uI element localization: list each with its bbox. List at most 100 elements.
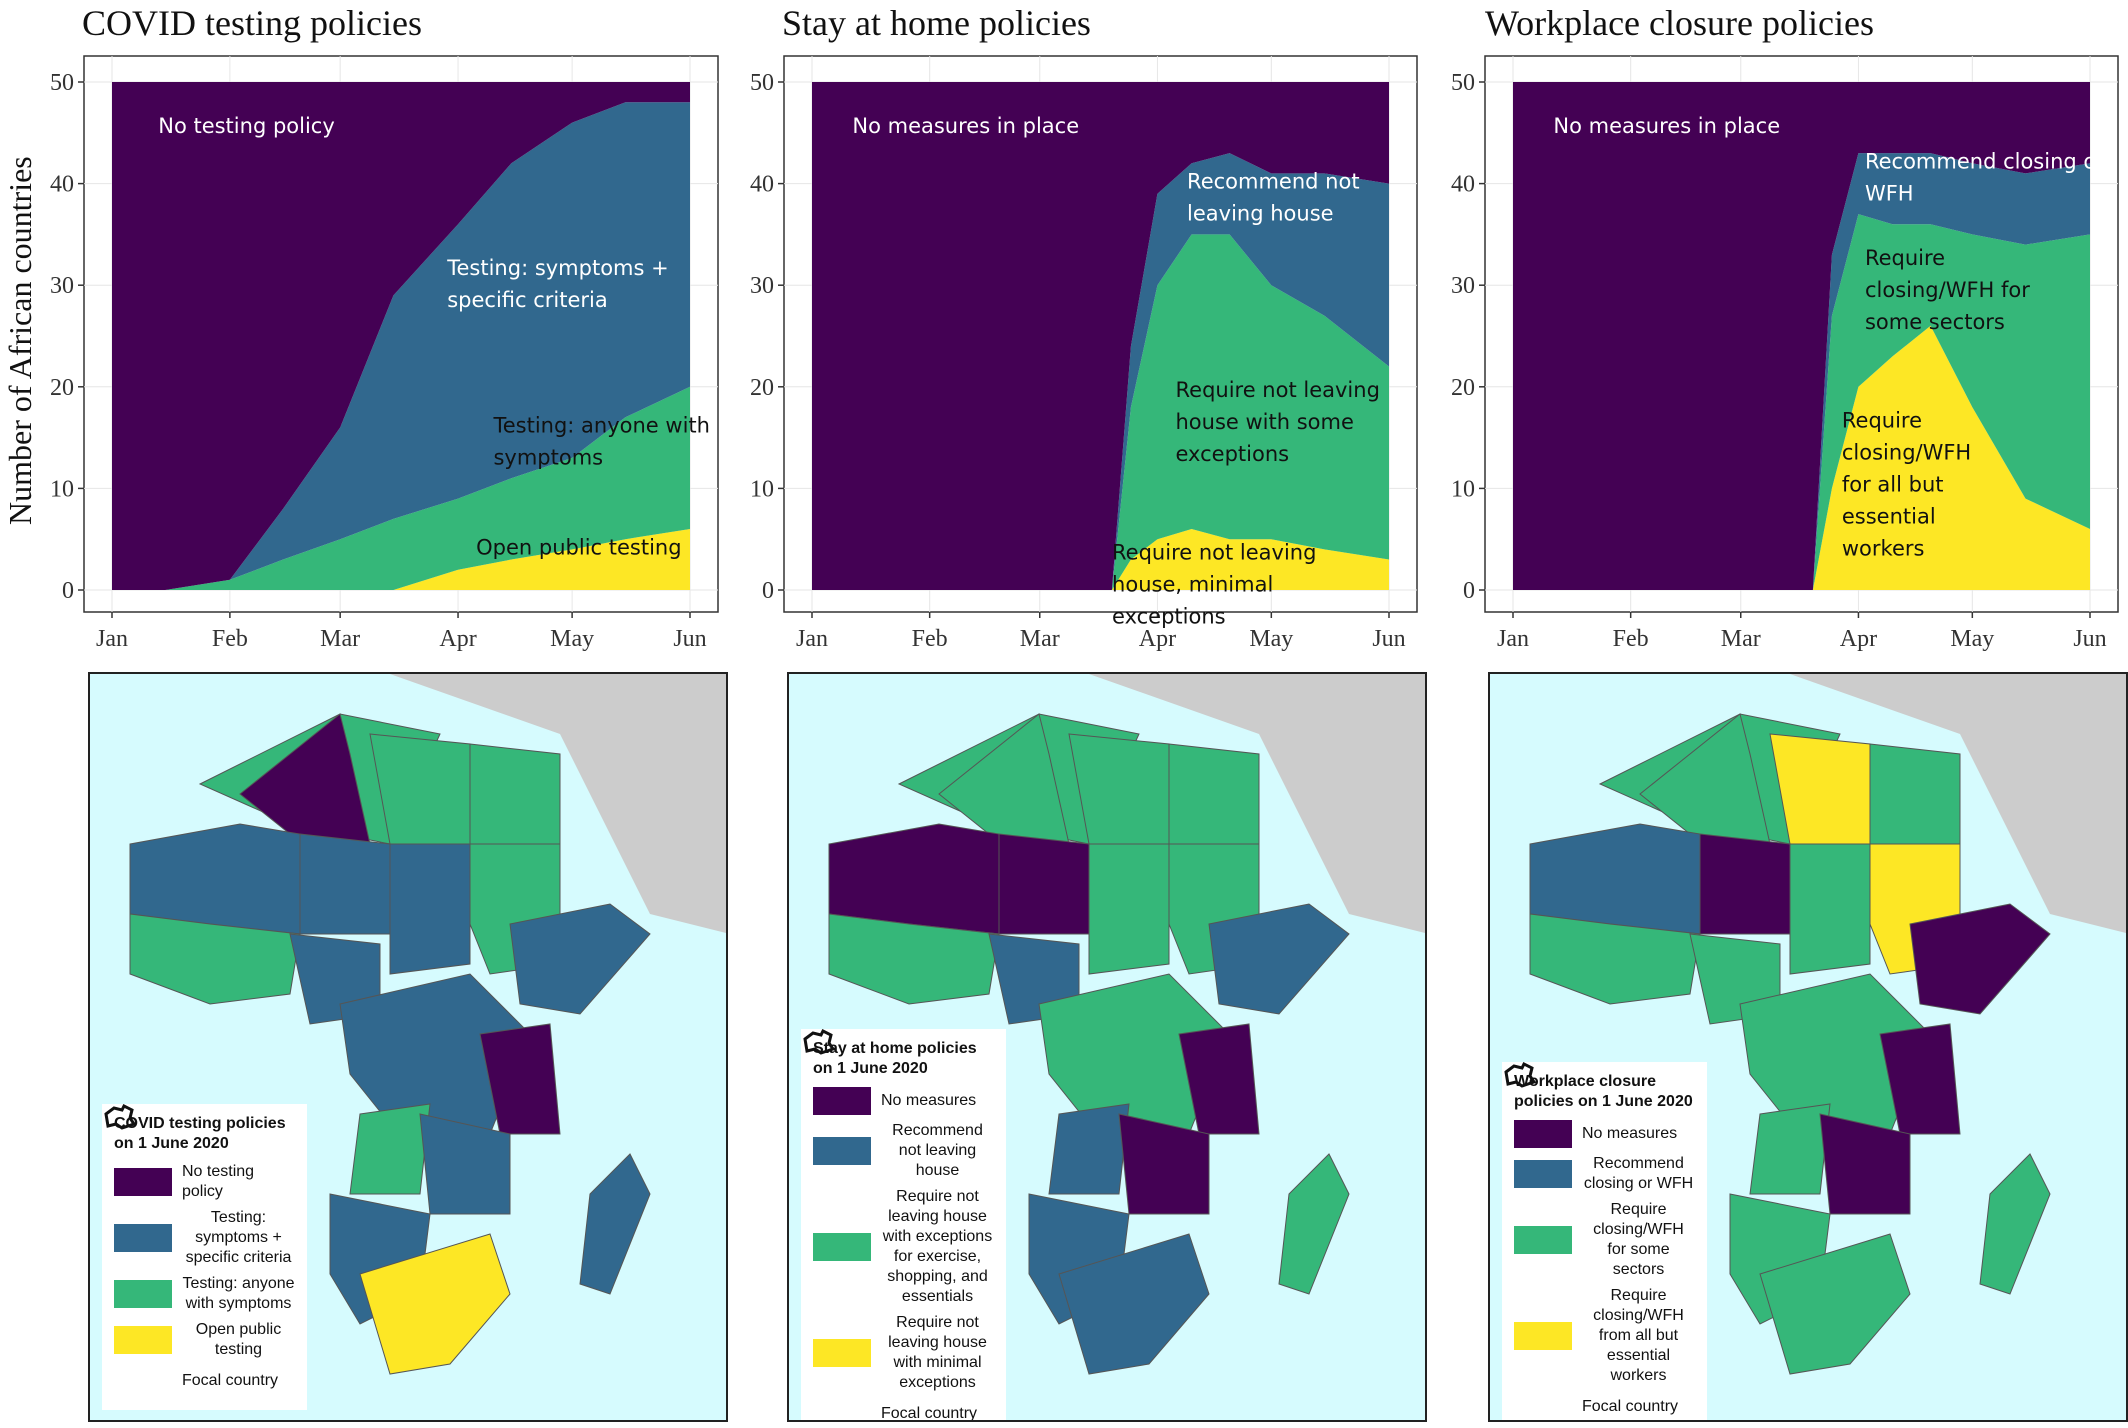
africa-map-testing xyxy=(129,674,726,1375)
legend-label: Recommend not leaving house xyxy=(892,1122,983,1179)
country-region xyxy=(1699,833,1791,935)
area-series-1 xyxy=(1513,214,2090,590)
country-region xyxy=(509,903,651,1015)
country-region xyxy=(1819,1113,1911,1215)
legend-label: Require not leaving house with exception… xyxy=(882,1188,993,1305)
y-tick-label: 50 xyxy=(50,70,74,96)
x-tick-label: Mar xyxy=(1020,626,1060,652)
area-label-line: Testing: anyone with xyxy=(492,414,709,438)
country-region xyxy=(1979,1153,2051,1295)
country-region xyxy=(1088,843,1170,975)
other-landmass xyxy=(390,674,726,933)
legend-item: Recommend not leaving house xyxy=(813,1121,994,1181)
country-region xyxy=(419,1113,511,1215)
legend-label: Require not leaving house with minimal e… xyxy=(888,1314,987,1391)
legend-item: Focal country xyxy=(1504,1062,1695,1420)
area-label: No testing policy xyxy=(158,114,335,138)
country-region xyxy=(1909,903,2051,1015)
legend-label: Testing: symptoms + specific criteria xyxy=(185,1209,292,1266)
y-tick-label: 20 xyxy=(50,375,74,401)
x-tick-label: Apr xyxy=(439,626,476,652)
legend-label: No measures xyxy=(1582,1125,1678,1142)
country-region xyxy=(1869,743,1961,845)
x-tick-label: Mar xyxy=(1721,626,1761,652)
area-label: No measures in place xyxy=(1553,114,1780,138)
legend-label: Open public testing xyxy=(195,1321,282,1358)
x-tick-label: Apr xyxy=(1139,626,1176,652)
area-series-3 xyxy=(812,82,1389,590)
area-label: Require closing/WFH for all but essential wo… xyxy=(1842,408,1971,560)
map-workplace: Workplace closure policies on 1 June 202… xyxy=(1488,672,2128,1422)
area-label-line: Open public testing xyxy=(476,535,681,559)
africa-map-stay-home xyxy=(828,674,1425,1375)
other-landmass xyxy=(1790,674,2126,933)
legend-swatch xyxy=(114,1280,172,1308)
legend-label: Require closing/WFH for some sectors xyxy=(1593,1201,1684,1278)
area-label-line: Require not leaving xyxy=(1176,378,1380,402)
area-series-0 xyxy=(112,529,690,590)
legend-swatch xyxy=(813,1137,871,1165)
country-region xyxy=(349,1103,431,1195)
focal-country-icon xyxy=(104,1104,172,1396)
area-label-line: No measures in place xyxy=(852,114,1079,138)
legend-swatch xyxy=(1514,1322,1572,1350)
legend-label: Require closing/WFH from all but essenti… xyxy=(1593,1287,1684,1384)
legend-label: No measures xyxy=(881,1092,977,1109)
country-region xyxy=(938,713,1070,845)
area-label-line: exceptions xyxy=(1176,442,1290,466)
legend-item: No measures xyxy=(813,1087,994,1115)
legend-swatch xyxy=(813,1233,871,1261)
legend-swatch xyxy=(813,1087,871,1115)
country-region xyxy=(389,843,471,975)
area-charts: 0 10 20 30 40 50 Jan Feb Mar Apr May Jun No testing … xyxy=(50,55,2119,652)
area-series-2 xyxy=(812,153,1389,590)
area-series-2 xyxy=(1513,153,2090,590)
y-tick-label: 0 xyxy=(1463,578,1475,604)
chart-title-testing: COVID testing policies xyxy=(82,3,422,43)
legend-label: Focal country xyxy=(881,1405,978,1422)
legend-label: Testing: anyone with symptoms xyxy=(182,1275,295,1312)
legend-item: Testing: symptoms + specific criteria xyxy=(114,1208,295,1268)
legend-item: Require not leaving house with exception… xyxy=(813,1187,994,1307)
country-region xyxy=(579,1153,651,1295)
x-tick-label: Feb xyxy=(1613,626,1649,652)
area-label: Recommend not leaving house xyxy=(1187,170,1360,226)
x-tick-label: Feb xyxy=(912,626,948,652)
y-tick-label: 10 xyxy=(750,476,774,502)
area-label: Open public testing xyxy=(476,535,681,559)
country-region xyxy=(1278,1153,1350,1295)
area-label-line: Testing: symptoms + xyxy=(446,256,668,280)
x-tick-label: Feb xyxy=(212,626,248,652)
legend-label: Recommend closing or WFH xyxy=(1583,1155,1694,1192)
area-label-line: No testing policy xyxy=(158,114,335,138)
country-region xyxy=(1789,843,1871,975)
area-label-line: specific criteria xyxy=(447,288,608,312)
legend-label: Focal country xyxy=(182,1372,279,1389)
area-label: Recommend closing or WFH xyxy=(1865,149,2105,205)
y-tick-label: 40 xyxy=(50,172,74,198)
country-region xyxy=(239,713,371,845)
country-region xyxy=(1759,1233,1911,1375)
area-label-line: Recommend not xyxy=(1187,170,1360,194)
focal-country-icon xyxy=(803,1029,871,1420)
area-label-line: house with some xyxy=(1176,410,1354,434)
y-tick-label: 0 xyxy=(62,578,74,604)
legend-item: No testing policy xyxy=(114,1162,295,1202)
area-label-line: house, minimal xyxy=(1112,573,1273,597)
legend-item: No measures xyxy=(1514,1120,1695,1148)
y-tick-label: 10 xyxy=(1451,476,1475,502)
chart-title-stay-home: Stay at home policies xyxy=(782,3,1091,43)
x-tick-label: Jun xyxy=(673,626,706,652)
legend-swatch xyxy=(114,1224,172,1252)
area-series-2 xyxy=(112,102,690,591)
x-tick-label: Jan xyxy=(796,626,828,652)
area-label: Require not leaving house with some except… xyxy=(1176,378,1380,466)
legend-label: No testing policy xyxy=(182,1163,255,1200)
area-label-line: Require not leaving xyxy=(1112,541,1316,565)
area-label-line: leaving house xyxy=(1187,202,1334,226)
country-region xyxy=(129,913,301,1005)
country-region xyxy=(469,743,561,845)
country-region xyxy=(359,1233,511,1375)
country-region xyxy=(1208,903,1350,1015)
legend-workplace: Workplace closure policies on 1 June 202… xyxy=(1502,1062,1707,1420)
